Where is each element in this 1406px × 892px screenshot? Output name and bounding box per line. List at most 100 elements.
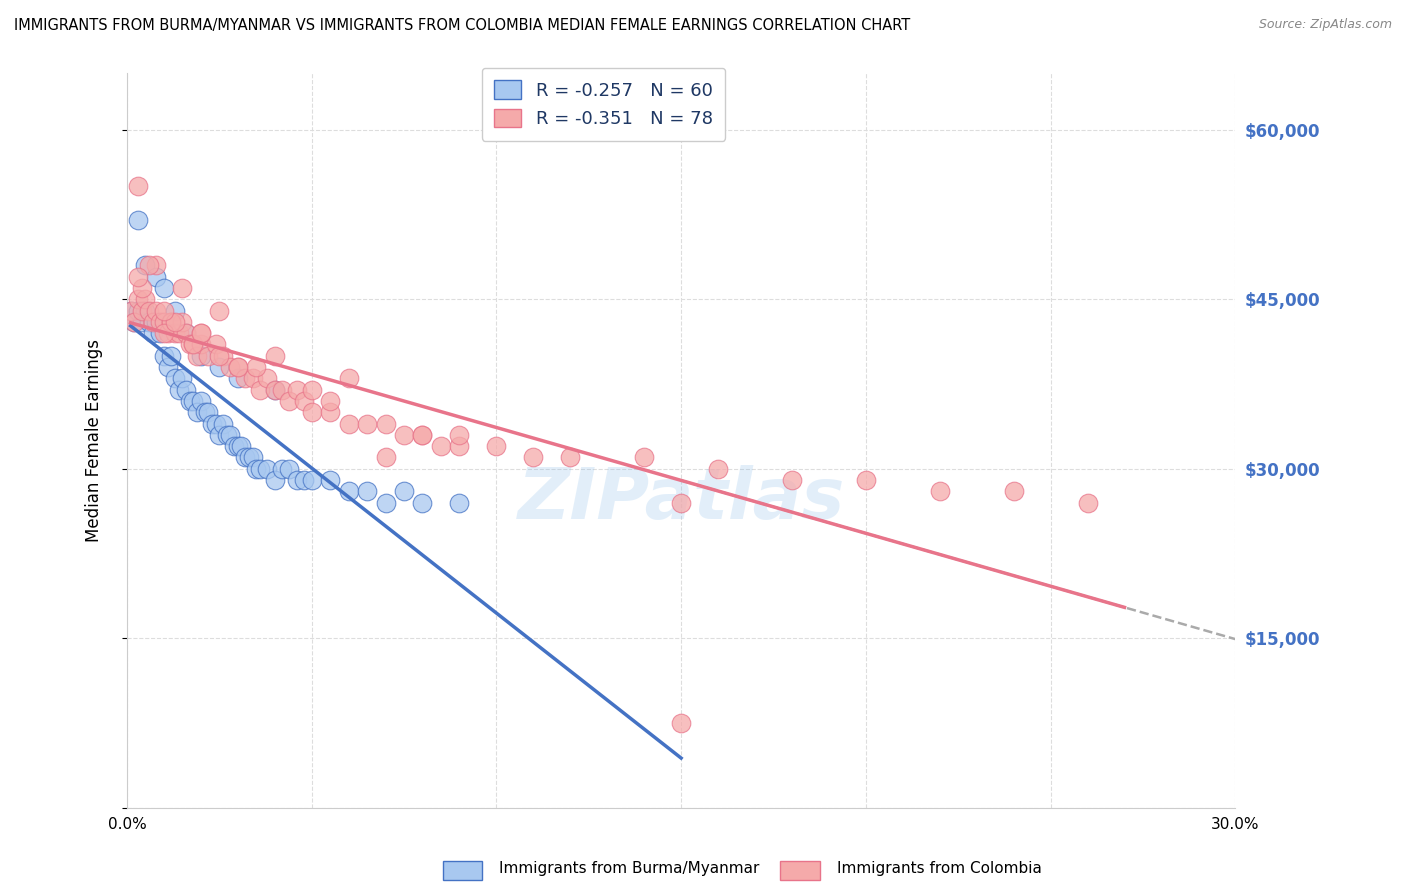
Point bbox=[153, 326, 176, 340]
Point bbox=[285, 383, 308, 397]
Point bbox=[301, 405, 323, 419]
Point bbox=[707, 461, 730, 475]
Point bbox=[138, 258, 160, 272]
Point bbox=[449, 427, 471, 442]
Point bbox=[855, 473, 877, 487]
Point bbox=[374, 417, 396, 431]
Point bbox=[242, 450, 264, 465]
Point bbox=[174, 326, 197, 340]
Point bbox=[411, 427, 433, 442]
Point bbox=[174, 383, 197, 397]
Point bbox=[138, 315, 160, 329]
Point bbox=[278, 393, 301, 408]
Point bbox=[124, 315, 146, 329]
Point bbox=[134, 292, 156, 306]
Point bbox=[172, 281, 194, 295]
Point bbox=[208, 303, 231, 318]
Point bbox=[153, 349, 176, 363]
Point bbox=[374, 450, 396, 465]
Point bbox=[430, 439, 453, 453]
Point bbox=[183, 337, 205, 351]
Point bbox=[183, 337, 205, 351]
Point bbox=[271, 383, 294, 397]
Point bbox=[522, 450, 544, 465]
Point bbox=[292, 473, 315, 487]
Point bbox=[256, 371, 278, 385]
Point bbox=[179, 393, 201, 408]
Point bbox=[301, 473, 323, 487]
Point bbox=[142, 315, 165, 329]
Point bbox=[337, 484, 360, 499]
Point bbox=[1002, 484, 1025, 499]
Point bbox=[127, 269, 149, 284]
Point bbox=[356, 484, 378, 499]
Point bbox=[319, 473, 342, 487]
Point bbox=[411, 495, 433, 509]
Point bbox=[134, 303, 156, 318]
Point bbox=[337, 417, 360, 431]
Point bbox=[449, 439, 471, 453]
Point bbox=[201, 417, 224, 431]
Point bbox=[928, 484, 950, 499]
Point bbox=[153, 303, 176, 318]
Point bbox=[149, 326, 172, 340]
Point bbox=[337, 371, 360, 385]
Point bbox=[193, 405, 215, 419]
Point bbox=[127, 213, 149, 227]
Point bbox=[215, 427, 238, 442]
Point bbox=[208, 349, 231, 363]
Point bbox=[172, 371, 194, 385]
Point bbox=[219, 427, 242, 442]
Point bbox=[160, 315, 183, 329]
Point bbox=[153, 281, 176, 295]
Point bbox=[1077, 495, 1099, 509]
Point bbox=[163, 326, 186, 340]
Point bbox=[156, 359, 179, 374]
Point bbox=[204, 337, 226, 351]
Y-axis label: Median Female Earnings: Median Female Earnings bbox=[86, 339, 103, 542]
Point bbox=[226, 439, 249, 453]
Point bbox=[127, 292, 149, 306]
Point bbox=[134, 258, 156, 272]
Point bbox=[120, 303, 142, 318]
Point bbox=[145, 269, 167, 284]
Point bbox=[245, 359, 267, 374]
Point bbox=[131, 315, 153, 329]
Text: Immigrants from Burma/Myanmar: Immigrants from Burma/Myanmar bbox=[499, 861, 759, 876]
Point bbox=[238, 450, 260, 465]
Point bbox=[319, 393, 342, 408]
Point bbox=[212, 417, 235, 431]
Point bbox=[124, 315, 146, 329]
Point bbox=[319, 405, 342, 419]
Point bbox=[249, 383, 271, 397]
Point bbox=[186, 349, 208, 363]
Point bbox=[256, 461, 278, 475]
Point bbox=[285, 473, 308, 487]
Point bbox=[190, 337, 212, 351]
Point bbox=[145, 303, 167, 318]
Point bbox=[190, 326, 212, 340]
Point bbox=[356, 417, 378, 431]
Point bbox=[179, 337, 201, 351]
Point bbox=[292, 393, 315, 408]
Point bbox=[204, 417, 226, 431]
Point bbox=[190, 326, 212, 340]
Point bbox=[160, 315, 183, 329]
Point bbox=[669, 715, 692, 730]
Text: Immigrants from Colombia: Immigrants from Colombia bbox=[837, 861, 1042, 876]
Point bbox=[163, 315, 186, 329]
Point bbox=[138, 303, 160, 318]
Point bbox=[172, 315, 194, 329]
Point bbox=[197, 349, 219, 363]
Point bbox=[219, 359, 242, 374]
Point bbox=[153, 315, 176, 329]
Point bbox=[560, 450, 582, 465]
Point bbox=[163, 371, 186, 385]
Point bbox=[156, 326, 179, 340]
Point bbox=[392, 427, 415, 442]
Point bbox=[131, 281, 153, 295]
Point bbox=[127, 179, 149, 194]
Point bbox=[263, 349, 285, 363]
Point bbox=[271, 461, 294, 475]
Legend: R = -0.257   N = 60, R = -0.351   N = 78: R = -0.257 N = 60, R = -0.351 N = 78 bbox=[482, 68, 725, 141]
